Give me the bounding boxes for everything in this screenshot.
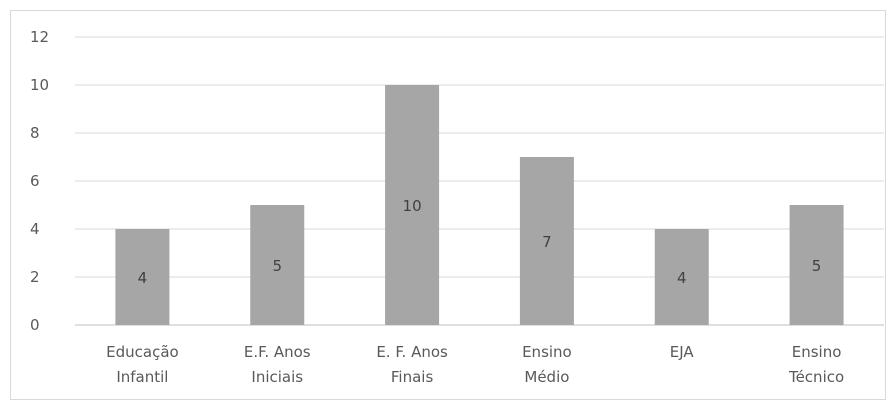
y-axis-ticks: 0 2 4 6 8 10 12 [30, 28, 49, 334]
y-tick-label: 4 [30, 220, 40, 238]
x-tick-label: E.F. Anos Iniciais [244, 343, 311, 386]
data-label: 5 [812, 257, 822, 275]
y-tick-label: 2 [30, 268, 40, 286]
bar [115, 229, 170, 325]
x-tick-line: Médio [524, 368, 569, 386]
x-tick-label: Educação Infantil [106, 343, 179, 386]
bar [654, 229, 709, 325]
x-tick-line: Ensino [522, 343, 572, 361]
x-tick-label: EJA [670, 343, 695, 361]
bar [385, 85, 440, 325]
bar [789, 205, 844, 325]
y-tick-label: 6 [30, 172, 40, 190]
x-tick-line: Técnico [788, 368, 844, 386]
data-label: 10 [403, 197, 422, 215]
x-tick-line: Iniciais [251, 368, 303, 386]
y-tick-label: 10 [30, 76, 49, 94]
x-tick-line: E.F. Anos [244, 343, 311, 361]
x-axis-ticks: Educação Infantil E.F. Anos Iniciais E. F. A… [106, 343, 844, 386]
y-tick-label: 8 [30, 124, 40, 142]
data-label: 7 [542, 233, 552, 251]
x-tick-label: E. F. Anos Finais [376, 343, 448, 386]
x-tick-line: Educação [106, 343, 179, 361]
x-tick-label: Ensino Médio [522, 343, 572, 386]
gridlines [75, 36, 884, 326]
data-labels: 4 5 10 7 4 5 [138, 197, 822, 287]
bar [519, 157, 574, 325]
y-tick-label: 0 [30, 316, 40, 334]
x-tick-line: Finais [391, 368, 434, 386]
bar [250, 205, 305, 325]
x-tick-line: Infantil [116, 368, 168, 386]
y-tick-label: 12 [30, 28, 49, 46]
x-tick-line: Ensino [792, 343, 842, 361]
x-tick-line: EJA [670, 343, 695, 361]
data-label: 5 [272, 257, 282, 275]
x-tick-line: E. F. Anos [376, 343, 448, 361]
bars [115, 85, 844, 325]
x-tick-label: Ensino Técnico [788, 343, 844, 386]
data-label: 4 [677, 269, 687, 287]
data-label: 4 [138, 269, 148, 287]
chart-frame [10, 10, 886, 400]
